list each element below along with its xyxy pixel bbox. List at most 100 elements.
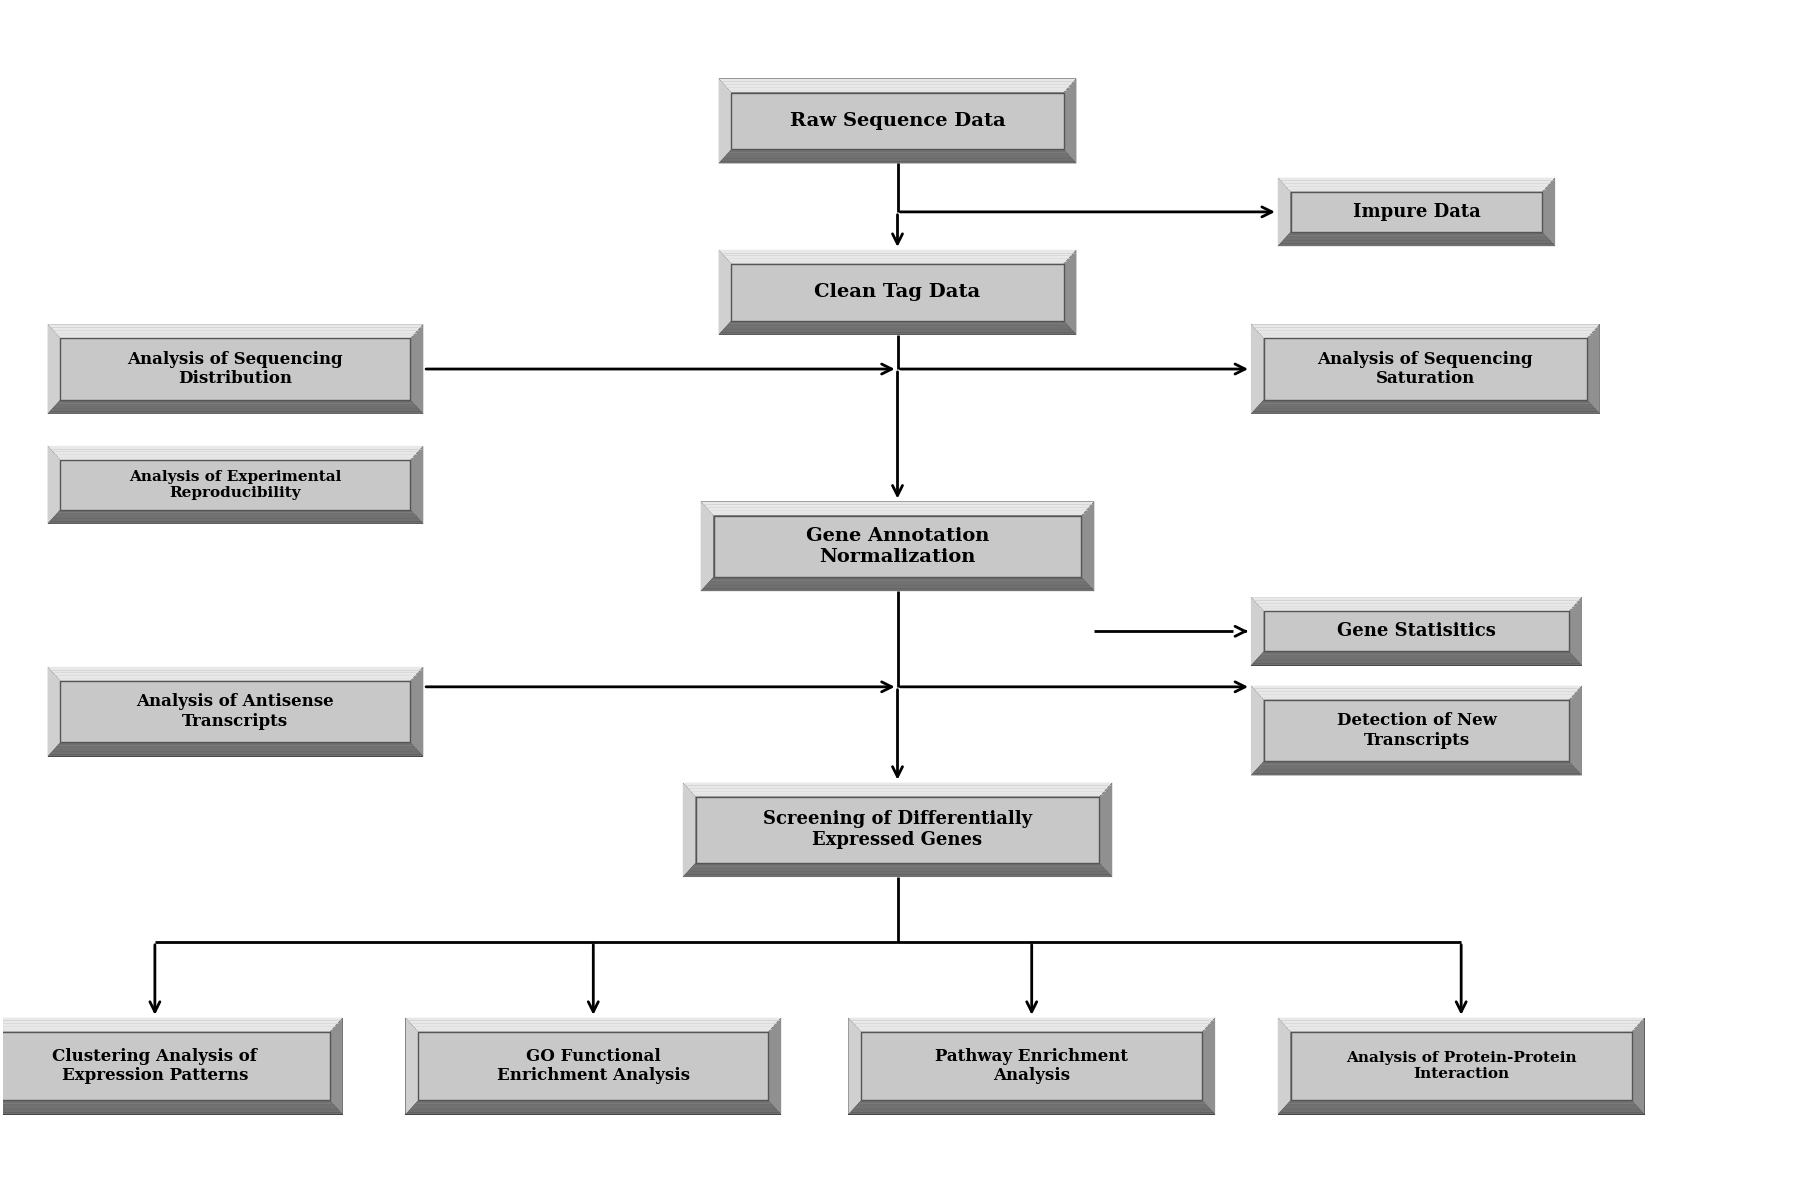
FancyBboxPatch shape <box>731 93 1064 150</box>
FancyBboxPatch shape <box>418 1032 768 1100</box>
Text: Raw Sequence Data: Raw Sequence Data <box>790 112 1005 129</box>
Text: Pathway Enrichment
Analysis: Pathway Enrichment Analysis <box>935 1048 1129 1085</box>
Polygon shape <box>406 1100 781 1115</box>
Polygon shape <box>1251 686 1264 775</box>
Polygon shape <box>47 742 424 756</box>
Polygon shape <box>700 577 1095 591</box>
Polygon shape <box>768 1017 781 1115</box>
Polygon shape <box>47 400 424 414</box>
Polygon shape <box>1203 1017 1215 1115</box>
Text: Analysis of Protein-Protein
Interaction: Analysis of Protein-Protein Interaction <box>1346 1050 1576 1081</box>
FancyBboxPatch shape <box>714 515 1081 577</box>
Polygon shape <box>1251 400 1599 414</box>
Polygon shape <box>1542 178 1554 246</box>
Polygon shape <box>718 320 1077 335</box>
Polygon shape <box>47 667 61 756</box>
Text: Analysis of Experimental
Reproducibility: Analysis of Experimental Reproducibility <box>129 470 341 500</box>
Polygon shape <box>682 782 696 877</box>
Polygon shape <box>1632 1017 1644 1115</box>
FancyBboxPatch shape <box>61 461 411 509</box>
FancyBboxPatch shape <box>731 264 1064 320</box>
Polygon shape <box>718 78 731 164</box>
Polygon shape <box>1278 1017 1291 1115</box>
Text: Clean Tag Data: Clean Tag Data <box>815 284 980 301</box>
Text: Analysis of Sequencing
Saturation: Analysis of Sequencing Saturation <box>1318 350 1533 387</box>
Text: Analysis of Sequencing
Distribution: Analysis of Sequencing Distribution <box>127 350 343 387</box>
Polygon shape <box>1099 782 1113 877</box>
Polygon shape <box>406 1017 781 1032</box>
FancyBboxPatch shape <box>1264 611 1569 652</box>
Polygon shape <box>849 1017 862 1115</box>
Polygon shape <box>1064 78 1077 164</box>
FancyBboxPatch shape <box>1278 178 1554 246</box>
Polygon shape <box>1081 501 1095 591</box>
FancyBboxPatch shape <box>700 501 1095 591</box>
FancyBboxPatch shape <box>47 667 424 756</box>
FancyBboxPatch shape <box>1251 597 1581 666</box>
FancyBboxPatch shape <box>406 1017 781 1115</box>
Polygon shape <box>47 324 424 338</box>
Polygon shape <box>411 324 424 414</box>
FancyBboxPatch shape <box>1291 1032 1632 1100</box>
Text: Gene Annotation
Normalization: Gene Annotation Normalization <box>806 527 989 566</box>
Polygon shape <box>1064 249 1077 335</box>
FancyBboxPatch shape <box>0 1017 343 1115</box>
Text: GO Functional
Enrichment Analysis: GO Functional Enrichment Analysis <box>497 1048 689 1085</box>
FancyBboxPatch shape <box>1278 1017 1644 1115</box>
FancyBboxPatch shape <box>862 1032 1203 1100</box>
Polygon shape <box>718 150 1077 164</box>
Polygon shape <box>1251 324 1599 338</box>
Text: Analysis of Antisense
Transcripts: Analysis of Antisense Transcripts <box>136 693 334 730</box>
Text: Detection of New
Transcripts: Detection of New Transcripts <box>1337 712 1497 749</box>
Polygon shape <box>406 1017 418 1115</box>
FancyBboxPatch shape <box>0 1032 330 1100</box>
Polygon shape <box>700 501 714 591</box>
Polygon shape <box>1278 1100 1644 1115</box>
FancyBboxPatch shape <box>1251 686 1581 775</box>
Polygon shape <box>1278 231 1554 246</box>
Polygon shape <box>47 667 424 681</box>
FancyBboxPatch shape <box>1264 700 1569 761</box>
Polygon shape <box>0 1100 343 1115</box>
Polygon shape <box>330 1017 343 1115</box>
Polygon shape <box>849 1100 1215 1115</box>
Polygon shape <box>47 324 61 414</box>
Text: Clustering Analysis of
Expression Patterns: Clustering Analysis of Expression Patter… <box>52 1048 257 1085</box>
Polygon shape <box>1587 324 1599 414</box>
Text: Gene Statisitics: Gene Statisitics <box>1337 622 1495 640</box>
Polygon shape <box>411 446 424 523</box>
FancyBboxPatch shape <box>61 681 411 742</box>
FancyBboxPatch shape <box>61 338 411 400</box>
Polygon shape <box>682 863 1113 877</box>
Polygon shape <box>411 667 424 756</box>
Polygon shape <box>47 509 424 523</box>
Polygon shape <box>1569 597 1581 666</box>
Polygon shape <box>1251 597 1264 666</box>
Polygon shape <box>718 249 1077 264</box>
Polygon shape <box>1569 686 1581 775</box>
Polygon shape <box>718 78 1077 93</box>
Polygon shape <box>1251 597 1581 611</box>
Polygon shape <box>0 1017 343 1032</box>
Polygon shape <box>682 782 1113 796</box>
Polygon shape <box>1251 652 1581 666</box>
Polygon shape <box>849 1017 1215 1032</box>
Polygon shape <box>1278 1017 1644 1032</box>
Polygon shape <box>47 446 61 523</box>
FancyBboxPatch shape <box>1251 324 1599 414</box>
FancyBboxPatch shape <box>47 446 424 523</box>
FancyBboxPatch shape <box>718 78 1077 164</box>
FancyBboxPatch shape <box>1291 192 1542 231</box>
FancyBboxPatch shape <box>682 782 1113 877</box>
Polygon shape <box>1278 178 1554 192</box>
Polygon shape <box>718 249 731 335</box>
Polygon shape <box>47 446 424 461</box>
FancyBboxPatch shape <box>718 249 1077 335</box>
Polygon shape <box>1251 686 1581 700</box>
Polygon shape <box>1251 324 1264 414</box>
Polygon shape <box>1278 178 1291 246</box>
FancyBboxPatch shape <box>849 1017 1215 1115</box>
FancyBboxPatch shape <box>47 324 424 414</box>
Polygon shape <box>1251 761 1581 775</box>
Text: Impure Data: Impure Data <box>1353 203 1481 221</box>
